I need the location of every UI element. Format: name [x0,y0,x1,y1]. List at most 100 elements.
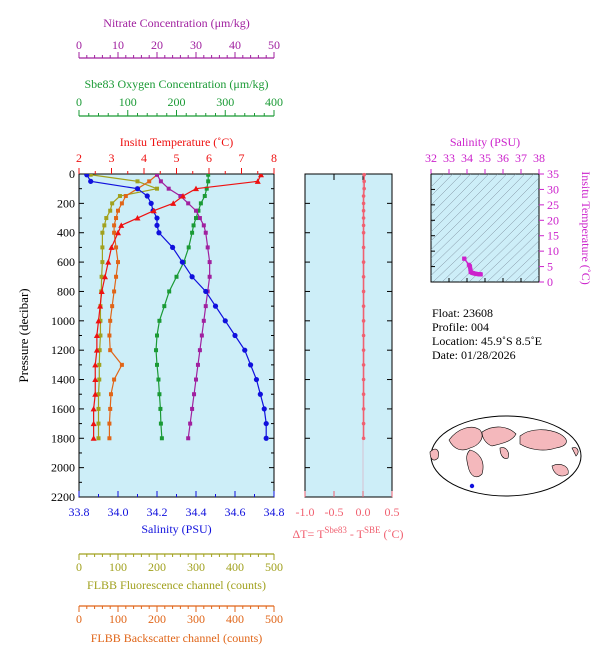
salinity-point [154,215,160,221]
nitrate-point [195,362,200,367]
temperature-series [90,174,264,441]
salinity-tick-label: 34.8 [264,505,285,519]
fluorescence-point [100,230,105,235]
salinity-point [144,193,150,199]
ts-x-tick-label: 38 [533,151,545,165]
delta-point [361,289,366,294]
salinity-title: Salinity (PSU) [141,522,211,536]
pressure-tick-label: 400 [57,226,75,240]
isopycnal-line [486,231,539,282]
temperature-point [118,222,125,228]
continent-shape [429,448,439,461]
backscatter-point [114,274,119,279]
temperature-point [258,174,264,178]
pressure-tick-label: 1600 [51,402,75,416]
isopycnal-line [450,195,539,282]
isopycnal-line [530,144,609,292]
ts-y-tick-label: 10 [547,244,559,258]
fluorescence-point [104,216,109,221]
fluorescence-axis-tick-label: 400 [226,560,244,574]
ts-plot-area [430,173,540,283]
salinity-point [222,318,228,324]
delta-title-part: ΔT= T [292,527,325,541]
continent-shape [466,449,484,478]
ts-x-tick-label: 37 [515,151,527,165]
ts-y-tick-label: 20 [547,213,559,227]
delta-point [361,392,366,397]
nitrate-point [166,186,171,191]
salinity-tick-label: 34.0 [108,505,129,519]
isopycnal-line [468,213,539,282]
nitrate-point [190,406,195,411]
isopycnal-line [513,257,539,282]
delta-point [361,274,366,279]
temperature-point [134,215,141,221]
salinity-point [232,332,238,339]
backscatter-axis-tick-label: 100 [109,612,127,626]
salinity-point [88,178,94,184]
salinity-point [189,274,195,280]
nitrate-point [203,304,208,309]
salinity-tick-label: 33.8 [69,505,90,519]
oxygen-point [155,362,159,367]
delta-point [362,179,366,184]
nitrate-axis-tick-label: 20 [151,38,163,52]
pressure-axis-label: Pressure (decibar) [16,288,31,382]
temperature-point [97,303,104,309]
oxygen-point [206,179,211,184]
ts-y-tick-label: 0 [547,275,553,289]
fluorescence-series [88,174,160,441]
salinity-point [248,362,254,368]
isopycnal-line [441,186,539,282]
ts-point [462,256,467,261]
pressure-tick-label: 2000 [51,461,75,475]
temperature-point [108,244,115,250]
temperature-title: Insitu Temperature (˚C) [120,135,234,149]
nitrate-point [178,194,183,199]
backscatter-point [107,421,112,426]
delta-point [361,377,366,382]
temperature-point [150,207,157,214]
fluorescence-point [96,421,101,426]
ts-y-tick-label: 15 [547,229,559,243]
temperature-point [105,259,112,265]
fluorescence-point [96,406,101,411]
fluorescence-point [98,318,103,323]
fluorescence-axis-tick-label: 300 [187,560,205,574]
temperature-point [90,405,97,412]
backscatter-point [107,333,112,338]
delta-point [361,201,366,206]
temperature-tick-label: 7 [239,151,245,165]
delta-point [361,407,366,411]
salinity-tick-label: 34.4 [186,505,207,519]
nitrate-point [205,245,210,250]
oxygen-point [158,406,163,411]
isopycnal-line [431,174,490,233]
fluorescence-point [135,179,140,184]
fluorescence-axis: 0 100 200 300 400 500 FLBB Fluorescence channe… [76,553,283,592]
delta-point [361,436,366,441]
fluorescence-point [99,274,104,279]
delta-title-part: - T [347,527,365,541]
salinity-point [148,200,154,206]
ts-y-tick-label: 5 [547,260,553,274]
temperature-tick-label: 8 [271,151,277,165]
temperature-point [115,229,121,236]
continent-shape [481,426,517,447]
delta-point [361,245,366,250]
fluorescence-point [98,333,103,338]
delta-axis-title: ΔT= TSbe83 - TSBE (˚C) [292,525,403,541]
backscatter-point [116,208,120,213]
salinity-point [156,230,162,236]
nitrate-axis: 0 10 20 30 40 50 Nitrate Concentration (μm/kg) [76,16,280,59]
pressure-tick-label: 200 [57,196,75,210]
isopycnal-line [432,177,539,282]
backscatter-point [114,245,119,250]
temperature-point [193,185,199,192]
backscatter-axis-tick-label: 400 [226,612,244,626]
nitrate-axis-tick-label: 40 [229,38,241,52]
pressure-tick-label: 2200 [51,490,75,504]
salinity-axis: 33.8 34.0 34.2 34.4 34.6 34.8 Salinity (PSU) [69,491,285,536]
fluorescence-point [97,348,102,353]
nitrate-axis-title: Nitrate Concentration (μm/kg) [103,16,249,30]
